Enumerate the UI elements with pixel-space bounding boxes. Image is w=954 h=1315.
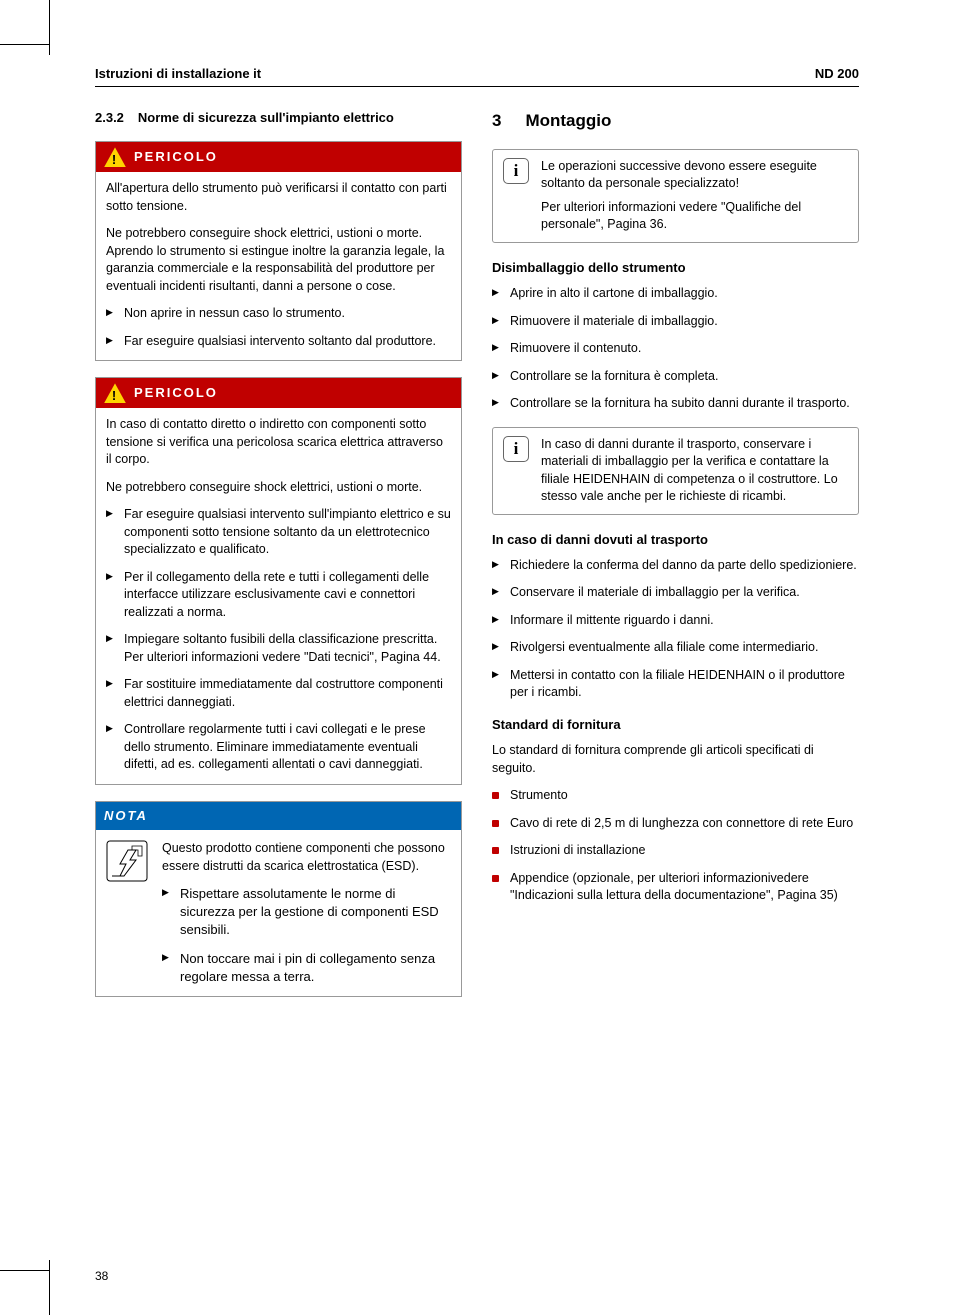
delivery-list: Strumento Cavo di rete di 2,5 m di lungh… [492, 787, 859, 905]
list-item: Appendice (opzionale, per ulteriori info… [492, 870, 859, 905]
running-header: Istruzioni di installazione it ND 200 [95, 65, 859, 87]
nota-header: NOTA [96, 802, 461, 830]
nota-list: Rispettare assolutamente le norme di sic… [162, 885, 451, 986]
subsection-heading: 2.3.2 Norme di sicurezza sull'impianto e… [95, 109, 462, 127]
list-item: Controllare regolarmente tutti i cavi co… [106, 721, 451, 774]
damage-list: Richiedere la conferma del danno da part… [492, 557, 859, 702]
unpack-title: Disimballaggio dello strumento [492, 259, 859, 277]
danger-text: Ne potrebbero conseguire shock elettrici… [106, 225, 451, 295]
warning-triangle-icon [104, 383, 126, 403]
damage-title: In caso di danni dovuti al trasporto [492, 531, 859, 549]
list-item: Non aprire in nessun caso lo strumento. [106, 305, 451, 323]
list-item: Far eseguire qualsiasi intervento soltan… [106, 333, 451, 351]
delivery-section: Standard di fornitura Lo standard di for… [492, 716, 859, 905]
damage-section: In caso di danni dovuti al trasporto Ric… [492, 531, 859, 702]
danger-label: PERICOLO [134, 384, 218, 402]
list-item: Far sostituire immediatamente dal costru… [106, 676, 451, 711]
left-column: 2.3.2 Norme di sicurezza sull'impianto e… [95, 109, 462, 1013]
subsection-title: Norme di sicurezza sull'impianto elettri… [138, 109, 394, 127]
list-item: Controllare se la fornitura ha subito da… [492, 395, 859, 413]
list-item: Rimuovere il materiale di imballaggio. [492, 313, 859, 331]
info-text: Le operazioni successive devono essere e… [541, 158, 848, 193]
section-title: Montaggio [525, 109, 611, 133]
section-number: 3 [492, 109, 501, 133]
list-item: Far eseguire qualsiasi intervento sull'i… [106, 506, 451, 559]
info-text: Per ulteriori informazioni vedere "Quali… [541, 199, 848, 234]
danger-label: PERICOLO [134, 148, 218, 166]
danger-text: Ne potrebbero conseguire shock elettrici… [106, 479, 451, 497]
section-heading: 3 Montaggio [492, 109, 859, 133]
danger-list: Far eseguire qualsiasi intervento sull'i… [106, 506, 451, 774]
list-item: Non toccare mai i pin di collegamento se… [162, 950, 451, 986]
list-item: Controllare se la fornitura è completa. [492, 368, 859, 386]
list-item: Impiegare soltanto fusibili della classi… [106, 631, 451, 666]
info-box-2: i In caso di danni durante il trasporto,… [492, 427, 859, 515]
danger-box-1: PERICOLO All'apertura dello strumento pu… [95, 141, 462, 361]
list-item: Informare il mittente riguardo i danni. [492, 612, 859, 630]
danger-header: PERICOLO [96, 142, 461, 172]
danger-box-2: PERICOLO In caso di contatto diretto o i… [95, 377, 462, 785]
list-item: Rispettare assolutamente le norme di sic… [162, 885, 451, 940]
unpack-list: Aprire in alto il cartone di imballaggio… [492, 285, 859, 413]
warning-triangle-icon [104, 147, 126, 167]
danger-body: In caso di contatto diretto o indiretto … [96, 408, 461, 784]
info-icon: i [503, 158, 529, 184]
header-left: Istruzioni di installazione it [95, 65, 261, 83]
info-box-1: i Le operazioni successive devono essere… [492, 149, 859, 243]
nota-box: NOTA Questo prodotto contiene componenti… [95, 801, 462, 997]
nota-text: Questo prodotto contiene componenti che … [162, 840, 451, 875]
list-item: Strumento [492, 787, 859, 805]
right-column: 3 Montaggio i Le operazioni successive d… [492, 109, 859, 1013]
list-item: Rimuovere il contenuto. [492, 340, 859, 358]
page-number: 38 [95, 1268, 108, 1285]
esd-icon [106, 840, 148, 882]
info-body: Le operazioni successive devono essere e… [541, 158, 848, 234]
list-item: Per il collegamento della rete e tutti i… [106, 569, 451, 622]
danger-header: PERICOLO [96, 378, 461, 408]
nota-text-wrap: Questo prodotto contiene componenti che … [162, 840, 451, 986]
subsection-number: 2.3.2 [95, 109, 124, 127]
nota-body: Questo prodotto contiene componenti che … [96, 830, 461, 996]
two-column-layout: 2.3.2 Norme di sicurezza sull'impianto e… [95, 109, 859, 1013]
delivery-intro: Lo standard di fornitura comprende gli a… [492, 742, 859, 777]
danger-list: Non aprire in nessun caso lo strumento. … [106, 305, 451, 350]
info-icon: i [503, 436, 529, 462]
info-body: In caso di danni durante il trasporto, c… [541, 436, 848, 506]
header-right: ND 200 [815, 65, 859, 83]
nota-label: NOTA [104, 807, 148, 825]
list-item: Aprire in alto il cartone di imballaggio… [492, 285, 859, 303]
list-item: Rivolgersi eventualmente alla filiale co… [492, 639, 859, 657]
danger-text: All'apertura dello strumento può verific… [106, 180, 451, 215]
list-item: Cavo di rete di 2,5 m di lunghezza con c… [492, 815, 859, 833]
list-item: Richiedere la conferma del danno da part… [492, 557, 859, 575]
danger-text: In caso di contatto diretto o indiretto … [106, 416, 451, 469]
unpack-section: Disimballaggio dello strumento Aprire in… [492, 259, 859, 413]
list-item: Conservare il materiale di imballaggio p… [492, 584, 859, 602]
list-item: Istruzioni di installazione [492, 842, 859, 860]
list-item: Mettersi in contatto con la filiale HEID… [492, 667, 859, 702]
danger-body: All'apertura dello strumento può verific… [96, 172, 461, 360]
delivery-title: Standard di fornitura [492, 716, 859, 734]
page: Istruzioni di installazione it ND 200 2.… [95, 65, 859, 1265]
info-text: In caso di danni durante il trasporto, c… [541, 436, 848, 506]
